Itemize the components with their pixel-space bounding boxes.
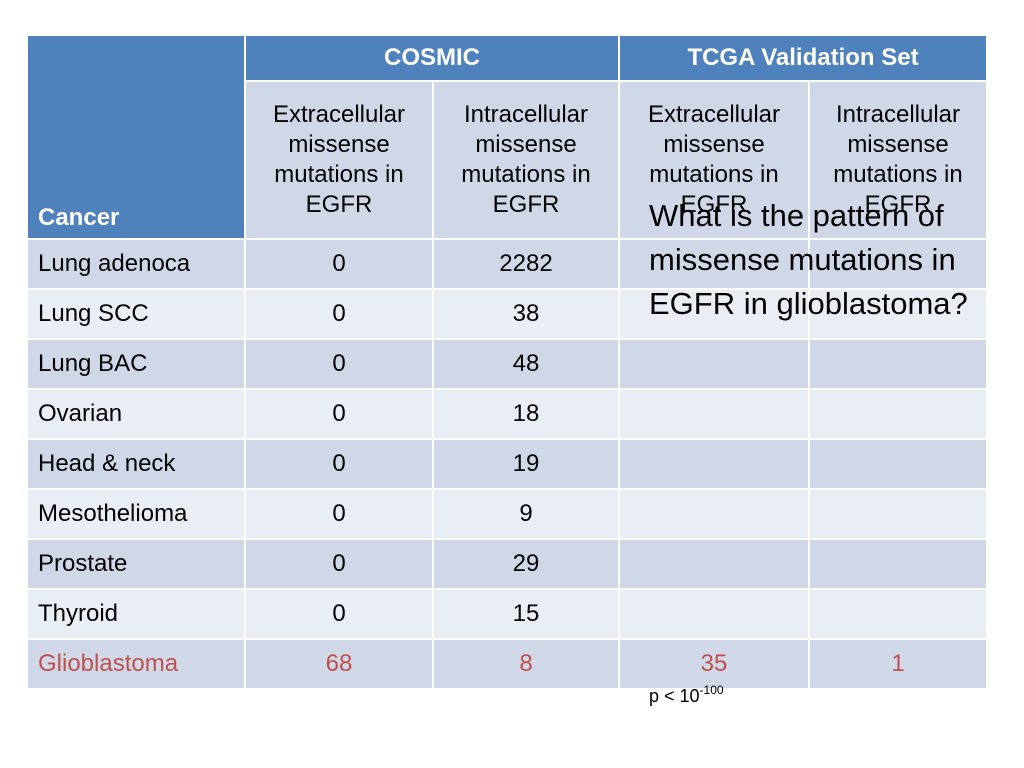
cell-value: 2282 — [432, 238, 620, 290]
cell-value — [807, 488, 989, 540]
table-row: Ovarian 0 18 — [26, 388, 989, 440]
cell-value: 38 — [432, 288, 620, 340]
subheader-cosmic-intracellular: Intracellular missense mutations in EGFR — [432, 80, 620, 240]
table-row: Mesothelioma 0 9 — [26, 488, 989, 540]
cancer-name: Lung SCC — [26, 288, 246, 340]
cancer-name: Head & neck — [26, 438, 246, 490]
cell-value: 0 — [244, 288, 434, 340]
cell-value: 15 — [432, 588, 620, 640]
table-row: Lung BAC 0 48 — [26, 338, 989, 390]
cell-value — [807, 338, 989, 390]
cell-value: 0 — [244, 338, 434, 390]
cell-value: 18 — [432, 388, 620, 440]
cell-value — [807, 288, 989, 340]
cell-value: 48 — [432, 338, 620, 390]
group-header-tcga: TCGA Validation Set — [617, 34, 989, 82]
cell-value — [807, 238, 989, 290]
cell-value: 0 — [244, 238, 434, 290]
table-row: Thyroid 0 15 — [26, 588, 989, 640]
cancer-column-header: Cancer — [26, 34, 246, 240]
cell-value — [618, 388, 810, 440]
cell-value: 35 — [618, 638, 810, 690]
cancer-name: Thyroid — [26, 588, 246, 640]
cell-value: 0 — [244, 488, 434, 540]
cell-value — [807, 438, 989, 490]
table-row: Prostate 0 29 — [26, 538, 989, 590]
question-callout: What is the pattern of missense mutation… — [649, 198, 968, 321]
cell-value — [807, 588, 989, 640]
table-row: Head & neck 0 19 — [26, 438, 989, 490]
subheader-tcga-intracellular: Intracellular missense mutations in EGFR — [807, 80, 989, 240]
p-value-exponent: -100 — [699, 683, 724, 697]
cell-value — [807, 538, 989, 590]
cell-value: 1 — [807, 638, 989, 690]
p-value-annotation: p < 10-100 — [649, 683, 724, 707]
cell-value — [618, 588, 810, 640]
cell-value: 29 — [432, 538, 620, 590]
cell-value — [807, 388, 989, 440]
cancer-name: Glioblastoma — [26, 638, 246, 690]
cell-value — [618, 338, 810, 390]
table-row-highlight: Glioblastoma 68 8 35 1 — [26, 638, 989, 690]
subheader-cosmic-extracellular: Extracellular missense mutations in EGFR — [244, 80, 434, 240]
cell-value — [618, 538, 810, 590]
cell-value: 0 — [244, 438, 434, 490]
subheader-tcga-extracellular: Extracellular missense mutations in EGFR — [618, 80, 810, 240]
mutation-table: Cancer COSMIC TCGA Validation Set Extrac… — [26, 34, 989, 690]
cell-value — [618, 238, 810, 290]
cell-value: 19 — [432, 438, 620, 490]
cancer-name: Lung BAC — [26, 338, 246, 390]
cell-value — [618, 488, 810, 540]
group-header-cosmic: COSMIC — [244, 34, 620, 82]
p-value-text: p < 10 — [649, 686, 700, 706]
cell-value — [618, 438, 810, 490]
cancer-name: Prostate — [26, 538, 246, 590]
cell-value: 0 — [244, 588, 434, 640]
cell-value: 68 — [244, 638, 434, 690]
cancer-name: Mesothelioma — [26, 488, 246, 540]
cell-value: 0 — [244, 388, 434, 440]
cell-value: 0 — [244, 538, 434, 590]
cell-value: 8 — [432, 638, 620, 690]
cell-value — [618, 288, 810, 340]
cancer-name: Lung adenoca — [26, 238, 246, 290]
cell-value: 9 — [432, 488, 620, 540]
cancer-name: Ovarian — [26, 388, 246, 440]
table-row: Lung adenoca 0 2282 — [26, 238, 989, 290]
table-row: Lung SCC 0 38 — [26, 288, 989, 340]
